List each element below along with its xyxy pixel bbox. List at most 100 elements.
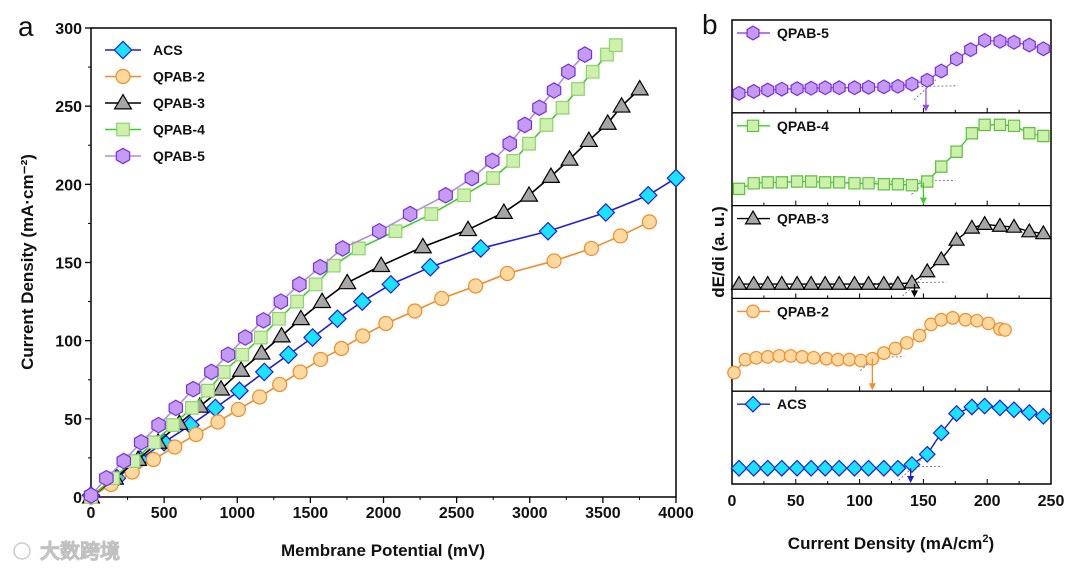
x-tick-label: 2000 <box>366 505 402 522</box>
data-point <box>292 364 308 380</box>
data-point <box>965 126 979 140</box>
x-tick-label: 2500 <box>439 505 475 522</box>
data-point <box>877 178 891 191</box>
data-point <box>499 265 515 282</box>
data-point <box>947 404 966 423</box>
data-point <box>402 205 418 223</box>
data-point <box>434 290 450 307</box>
data-point <box>577 46 593 63</box>
data-point <box>818 80 832 96</box>
data-point <box>407 303 423 319</box>
data-point <box>458 220 478 237</box>
data-point <box>978 32 992 48</box>
data-point <box>204 363 219 381</box>
data-point <box>151 416 166 434</box>
y-tick-label: 300 <box>55 21 82 38</box>
legend-marker <box>746 25 760 41</box>
series-acs <box>81 168 686 505</box>
series-line <box>738 124 1044 190</box>
data-point <box>598 113 618 130</box>
data-point <box>254 362 274 382</box>
legend-label: QPAB-5 <box>153 148 205 164</box>
subpanel-qpab-4: QPAB-4 <box>731 112 1052 206</box>
data-point <box>903 273 921 289</box>
panel-b-label: b <box>702 9 718 40</box>
legend-label: QPAB-3 <box>153 95 205 111</box>
data-point <box>816 275 834 290</box>
data-point <box>560 149 579 166</box>
onset-arrow-head-icon <box>922 104 930 112</box>
data-point <box>732 182 746 196</box>
data-point <box>816 459 834 477</box>
data-point <box>612 96 632 113</box>
data-point <box>788 275 806 290</box>
legend-marker <box>744 209 762 225</box>
x-tick-label: 0 <box>87 505 96 522</box>
data-point <box>859 459 878 477</box>
series-qpab-5 <box>83 46 593 504</box>
data-point <box>630 79 650 96</box>
y-tick-label: 150 <box>55 256 82 273</box>
data-point <box>912 328 927 343</box>
data-point <box>759 459 777 477</box>
data-point <box>238 329 253 346</box>
data-point <box>546 82 562 99</box>
legend-item-acs: ACS <box>105 40 183 60</box>
data-point <box>312 291 332 309</box>
data-point <box>1037 129 1050 143</box>
data-point <box>641 214 657 230</box>
series-qpab-2 <box>83 214 657 505</box>
data-point <box>806 350 821 365</box>
data-point <box>958 312 973 327</box>
legend-item-qpab-3: QPAB-3 <box>105 93 205 111</box>
onset-arrow-head-icon <box>919 197 927 205</box>
x-tick-label: 100 <box>846 493 873 510</box>
legend-marker <box>746 119 760 133</box>
panel-b-plot: 0 50 100 150 200 250 QPAB-5 QPAB-4 QPAB-3 QPAB-2 A… <box>727 25 1064 510</box>
data-point <box>918 445 936 463</box>
data-point <box>272 376 288 393</box>
data-point <box>1023 126 1036 140</box>
data-point <box>945 311 960 325</box>
legend-item-qpab-5: QPAB-5 <box>105 147 205 165</box>
y-tick-label: 100 <box>55 334 82 351</box>
legend-marker <box>746 304 760 319</box>
subpanel-qpab-5: QPAB-5 <box>731 25 1052 113</box>
data-point <box>795 350 810 364</box>
legend-marker <box>113 40 133 60</box>
data-point <box>381 274 401 294</box>
data-point <box>335 240 350 257</box>
data-point <box>790 175 804 188</box>
data-point <box>273 293 289 310</box>
data-point <box>168 399 184 417</box>
data-point <box>464 169 480 187</box>
data-point <box>905 178 919 192</box>
x-tick-label: 4000 <box>658 505 694 522</box>
data-point <box>1007 119 1021 133</box>
data-point <box>327 309 347 329</box>
data-point <box>167 439 183 455</box>
data-point <box>760 350 775 364</box>
data-point <box>745 275 763 290</box>
data-point <box>290 294 304 309</box>
data-point <box>220 346 236 364</box>
data-point <box>847 80 862 96</box>
legend-label: QPAB-3 <box>777 211 829 227</box>
data-point <box>761 176 774 189</box>
series-line <box>90 221 650 498</box>
data-point <box>831 352 845 367</box>
data-point <box>875 459 893 477</box>
data-point <box>819 351 834 366</box>
data-point <box>889 459 907 477</box>
data-point <box>932 424 950 442</box>
onset-arrow-head-icon <box>910 290 918 298</box>
y-tick-label: 250 <box>55 99 82 116</box>
data-point <box>216 365 231 379</box>
data-point <box>877 79 891 95</box>
data-point <box>546 253 562 269</box>
data-point <box>1034 224 1052 240</box>
data-point <box>272 326 292 343</box>
data-point <box>371 222 387 240</box>
data-point <box>188 426 204 443</box>
data-point <box>303 328 323 348</box>
